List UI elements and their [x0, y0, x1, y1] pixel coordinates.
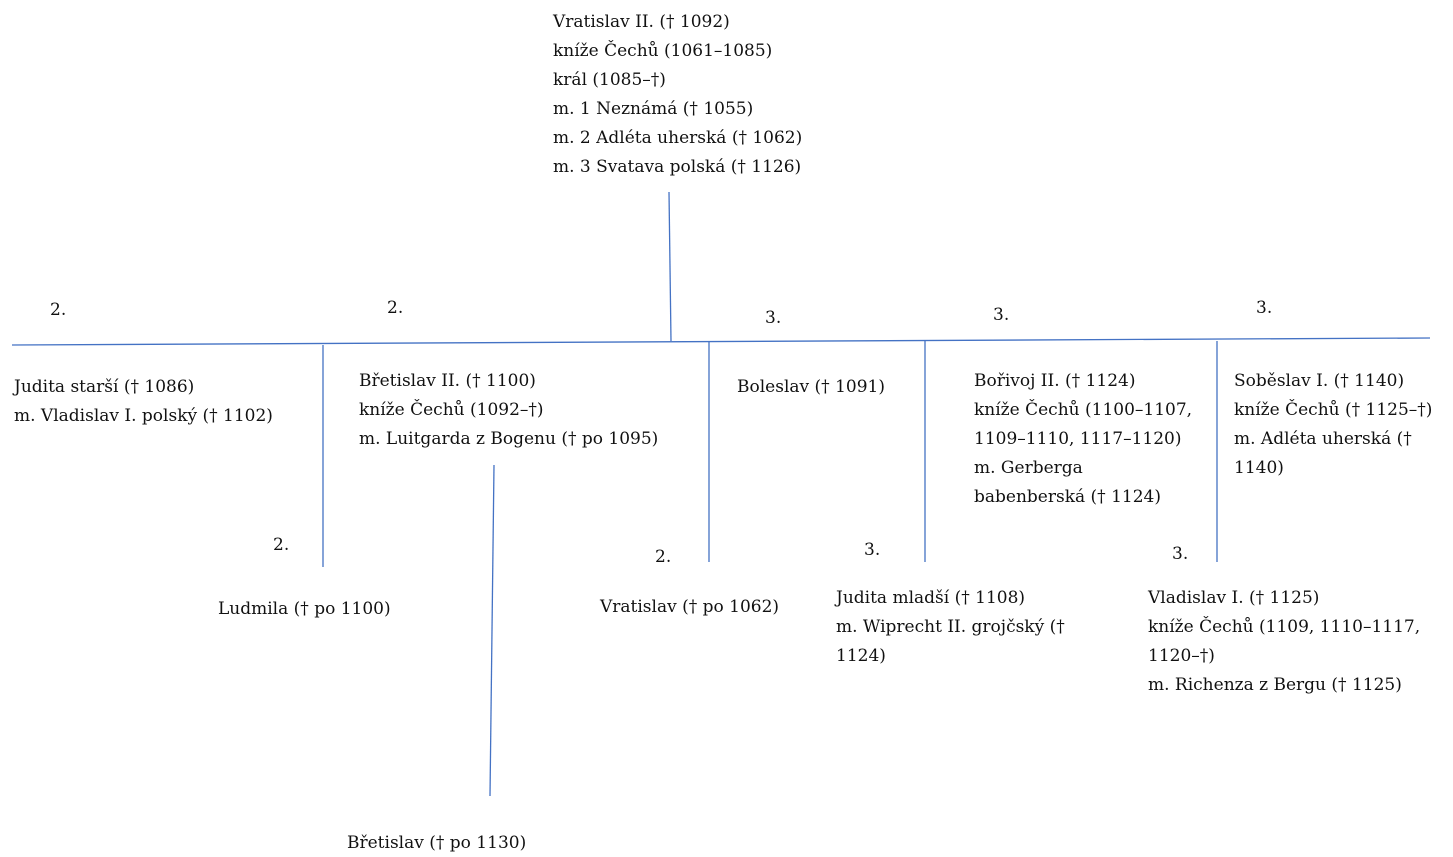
grandchild-line: 1120–†) [1148, 646, 1215, 666]
child-line: Judita starší († 1086) [14, 377, 195, 397]
child-line: 1109–1110, 1117–1120) [974, 429, 1182, 449]
child-line: kníže Čechů († 1125–†) [1234, 400, 1433, 420]
grandchild-line: Vratislav († po 1062) [600, 597, 780, 617]
grandchild-line: kníže Čechů (1109, 1110–1117, [1148, 617, 1421, 637]
child-line: Břetislav II. († 1100) [359, 371, 536, 391]
connector-bretislav-son [489, 464, 495, 797]
marriage-marker: 2. [50, 300, 67, 320]
grandchild-person: Ludmila († po 1100) [218, 595, 391, 624]
child-person: Soběslav I. († 1140) kníže Čechů († 1125… [1234, 367, 1432, 483]
child-line: babenberská († 1124) [974, 487, 1161, 507]
marriage-marker: 3. [864, 540, 881, 560]
child-line: 1140) [1234, 458, 1284, 478]
great-grandchild-line: Břetislav († po 1130) [347, 833, 527, 853]
marriage-marker: 3. [765, 308, 782, 328]
grandchild-person: Vratislav († po 1062) [600, 593, 779, 622]
child-line: Soběslav I. († 1140) [1234, 371, 1405, 391]
root-connector [668, 191, 672, 342]
child-line: Bořivoj II. († 1124) [974, 371, 1136, 391]
marriage-marker: 2. [273, 535, 290, 555]
child-line: m. Luitgarda z Bogenu († po 1095) [359, 429, 659, 449]
grandchild-line: m. Richenza z Bergu († 1125) [1148, 675, 1402, 695]
child-person: Břetislav II. († 1100) kníže Čechů (1092… [359, 367, 658, 454]
root-line: kníže Čechů (1061–1085) [553, 41, 773, 61]
child-person: Boleslav († 1091) [737, 373, 885, 402]
grandchild-line: Ludmila († po 1100) [218, 599, 391, 619]
grandchild-person: Judita mladší († 1108) m. Wiprecht II. g… [836, 584, 1065, 671]
child-line: kníže Čechů (1100–1107, [974, 400, 1193, 420]
marriage-marker: 3. [1256, 298, 1273, 318]
grandchild-line: Vladislav I. († 1125) [1148, 588, 1320, 608]
horizontal-bar [11, 337, 1431, 346]
marriage-marker: 3. [1172, 544, 1189, 564]
child-line: m. Gerberga [974, 458, 1083, 478]
root-line: m. 1 Neznámá († 1055) [553, 99, 754, 119]
child-line: kníže Čechů (1092–†) [359, 400, 544, 420]
great-grandchild-person: Břetislav († po 1130) [347, 829, 526, 857]
root-person: Vratislav II. († 1092) kníže Čechů (1061… [553, 8, 802, 182]
child-person: Judita starší († 1086) m. Vladislav I. p… [14, 373, 273, 431]
root-line: král (1085–†) [553, 70, 666, 90]
marriage-marker: 2. [655, 547, 672, 567]
child-line: m. Vladislav I. polský († 1102) [14, 406, 273, 426]
grandchild-line: Judita mladší († 1108) [836, 588, 1026, 608]
child-line: Boleslav († 1091) [737, 377, 885, 397]
root-line: Vratislav II. († 1092) [553, 12, 730, 32]
child-person: Bořivoj II. († 1124) kníže Čechů (1100–1… [974, 367, 1192, 512]
marriage-marker: 2. [387, 298, 404, 318]
grandchild-line: m. Wiprecht II. grojčský († [836, 617, 1065, 637]
root-line: m. 3 Svatava polská († 1126) [553, 157, 802, 177]
grandchild-person: Vladislav I. († 1125) kníže Čechů (1109,… [1148, 584, 1420, 700]
grandchild-line: 1124) [836, 646, 886, 666]
root-line: m. 2 Adléta uherská († 1062) [553, 128, 803, 148]
marriage-marker: 3. [993, 305, 1010, 325]
child-line: m. Adléta uherská († [1234, 429, 1412, 449]
